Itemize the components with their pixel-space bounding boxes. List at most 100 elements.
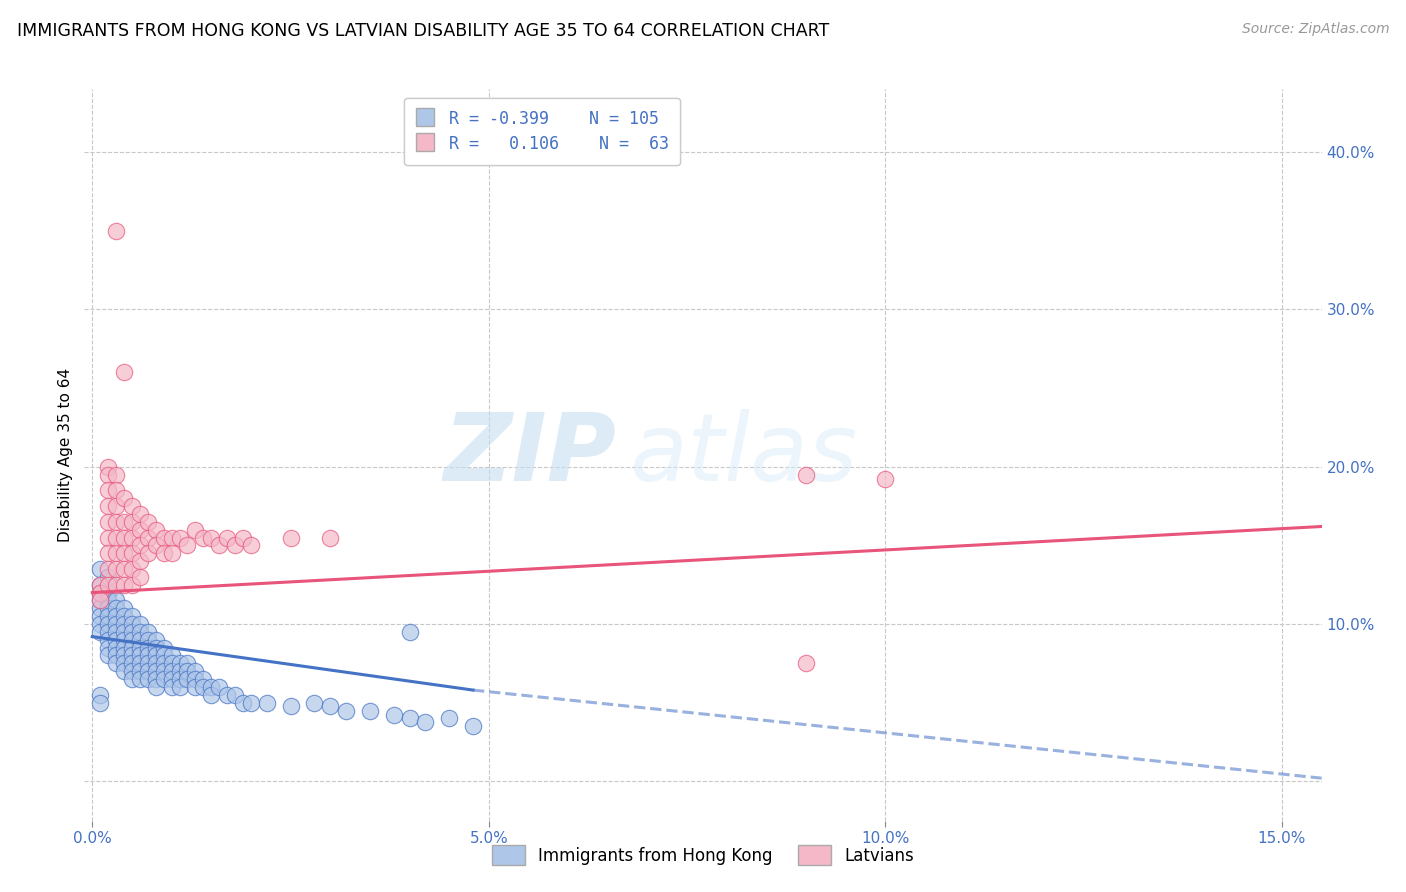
- Point: [217, 688, 239, 702]
- Point: [136, 664, 159, 678]
- Point: [136, 672, 159, 686]
- Point: [145, 640, 167, 655]
- Point: [97, 585, 120, 599]
- Point: [105, 483, 128, 498]
- Point: [105, 531, 128, 545]
- Point: [145, 680, 167, 694]
- Point: [121, 617, 143, 632]
- Point: [121, 640, 143, 655]
- Point: [128, 648, 150, 663]
- Point: [121, 562, 143, 576]
- Point: [105, 593, 128, 607]
- Point: [136, 515, 159, 529]
- Point: [97, 467, 120, 482]
- Legend: R = -0.399    N = 105, R =   0.106    N =  63: R = -0.399 N = 105, R = 0.106 N = 63: [404, 97, 681, 165]
- Point: [152, 657, 174, 671]
- Point: [398, 624, 420, 639]
- Text: Source: ZipAtlas.com: Source: ZipAtlas.com: [1241, 22, 1389, 37]
- Point: [382, 708, 405, 723]
- Point: [105, 546, 128, 560]
- Point: [152, 664, 174, 678]
- Point: [128, 554, 150, 568]
- Point: [112, 546, 135, 560]
- Point: [89, 601, 111, 615]
- Point: [208, 680, 231, 694]
- Point: [112, 664, 135, 678]
- Point: [193, 531, 215, 545]
- Point: [97, 483, 120, 498]
- Point: [128, 632, 150, 647]
- Point: [121, 632, 143, 647]
- Point: [97, 632, 120, 647]
- Point: [121, 515, 143, 529]
- Point: [145, 672, 167, 686]
- Point: [128, 538, 150, 552]
- Point: [319, 698, 342, 713]
- Point: [89, 585, 111, 599]
- Point: [461, 719, 484, 733]
- Point: [121, 499, 143, 513]
- Point: [160, 672, 183, 686]
- Point: [152, 640, 174, 655]
- Point: [89, 593, 111, 607]
- Point: [97, 459, 120, 474]
- Point: [794, 657, 817, 671]
- Point: [89, 585, 111, 599]
- Point: [112, 624, 135, 639]
- Point: [112, 577, 135, 591]
- Point: [97, 577, 120, 591]
- Point: [121, 531, 143, 545]
- Point: [112, 365, 135, 379]
- Point: [280, 531, 302, 545]
- Point: [97, 562, 120, 576]
- Point: [128, 672, 150, 686]
- Point: [208, 538, 231, 552]
- Point: [200, 688, 222, 702]
- Point: [256, 696, 278, 710]
- Point: [794, 467, 817, 482]
- Point: [89, 624, 111, 639]
- Point: [184, 664, 207, 678]
- Point: [200, 531, 222, 545]
- Point: [160, 648, 183, 663]
- Point: [121, 624, 143, 639]
- Point: [97, 601, 120, 615]
- Point: [89, 577, 111, 591]
- Point: [105, 577, 128, 591]
- Point: [121, 546, 143, 560]
- Point: [112, 491, 135, 505]
- Point: [112, 531, 135, 545]
- Point: [398, 711, 420, 725]
- Point: [121, 672, 143, 686]
- Point: [105, 640, 128, 655]
- Point: [176, 657, 198, 671]
- Point: [97, 546, 120, 560]
- Point: [145, 664, 167, 678]
- Point: [97, 515, 120, 529]
- Point: [105, 467, 128, 482]
- Point: [152, 648, 174, 663]
- Legend: Immigrants from Hong Kong, Latvians: Immigrants from Hong Kong, Latvians: [482, 836, 924, 875]
- Point: [319, 531, 342, 545]
- Point: [193, 672, 215, 686]
- Point: [875, 472, 897, 486]
- Point: [437, 711, 460, 725]
- Point: [105, 632, 128, 647]
- Point: [105, 657, 128, 671]
- Point: [176, 664, 198, 678]
- Point: [145, 523, 167, 537]
- Point: [169, 657, 191, 671]
- Point: [97, 624, 120, 639]
- Point: [160, 657, 183, 671]
- Point: [97, 609, 120, 624]
- Point: [105, 609, 128, 624]
- Point: [224, 688, 246, 702]
- Point: [176, 672, 198, 686]
- Point: [112, 601, 135, 615]
- Text: IMMIGRANTS FROM HONG KONG VS LATVIAN DISABILITY AGE 35 TO 64 CORRELATION CHART: IMMIGRANTS FROM HONG KONG VS LATVIAN DIS…: [17, 22, 830, 40]
- Point: [105, 617, 128, 632]
- Point: [136, 546, 159, 560]
- Point: [169, 680, 191, 694]
- Point: [200, 680, 222, 694]
- Point: [97, 617, 120, 632]
